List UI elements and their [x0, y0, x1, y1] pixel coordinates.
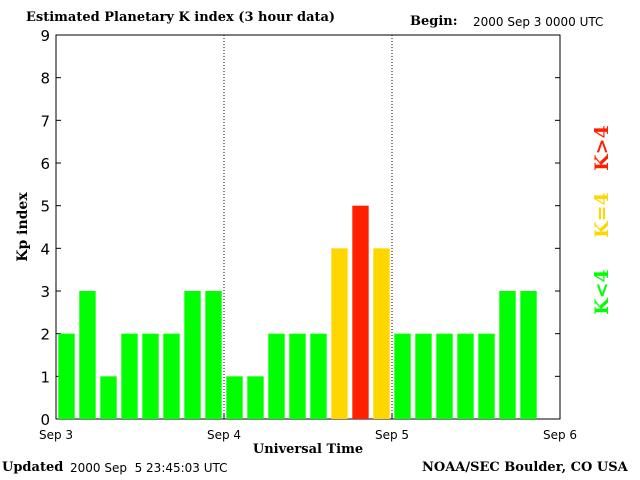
bar — [394, 333, 411, 419]
bar — [457, 333, 474, 419]
y-tick-label: 2 — [40, 326, 50, 344]
y-tick-label: 7 — [40, 112, 50, 130]
x-tick-label: Sep 6 — [543, 428, 577, 442]
legend-low: K<4 — [591, 269, 613, 315]
bar — [184, 291, 201, 419]
x-tick-label: Sep 5 — [375, 428, 409, 442]
bar — [373, 248, 390, 419]
begin-label: Begin: — [410, 14, 458, 29]
bar — [142, 333, 159, 419]
bar — [289, 333, 306, 419]
bar — [79, 291, 96, 419]
credit-text: NOAA/SEC Boulder, CO USA — [422, 460, 628, 475]
updated-value: 2000 Sep 5 23:45:03 UTC — [70, 461, 228, 475]
bar — [415, 333, 432, 419]
y-tick-label: 8 — [40, 70, 50, 88]
bar — [310, 333, 327, 419]
bar — [58, 333, 75, 419]
y-axis-title: Kp index — [15, 192, 31, 262]
bar — [331, 248, 348, 419]
legend-high: K>4 — [591, 125, 613, 171]
y-tick-label: 5 — [40, 198, 50, 216]
bar — [478, 333, 495, 419]
bar — [499, 291, 516, 419]
bar — [436, 333, 453, 419]
bar — [205, 291, 222, 419]
y-tick-label: 0 — [40, 411, 50, 429]
bar — [352, 205, 369, 419]
chart-title: Estimated Planetary K index (3 hour data… — [26, 10, 336, 25]
plot-frame — [55, 34, 561, 420]
bar — [268, 333, 285, 419]
bar — [520, 291, 537, 419]
begin-value: 2000 Sep 3 0000 UTC — [473, 15, 604, 29]
updated-label: Updated — [2, 460, 64, 475]
bar — [163, 333, 180, 419]
y-tick-label: 4 — [40, 240, 50, 258]
bar — [121, 333, 138, 419]
x-tick-label: Sep 4 — [207, 428, 241, 442]
bar — [247, 376, 264, 419]
y-tick-label: 3 — [40, 283, 50, 301]
x-tick-label: Sep 3 — [39, 428, 73, 442]
x-axis-title: Universal Time — [253, 442, 363, 457]
bar — [100, 376, 117, 419]
y-tick-label: 1 — [40, 368, 50, 386]
y-tick-label: 6 — [40, 155, 50, 173]
bar — [226, 376, 243, 419]
legend-mid: K=4 — [591, 192, 613, 238]
y-tick-label: 9 — [40, 27, 50, 45]
